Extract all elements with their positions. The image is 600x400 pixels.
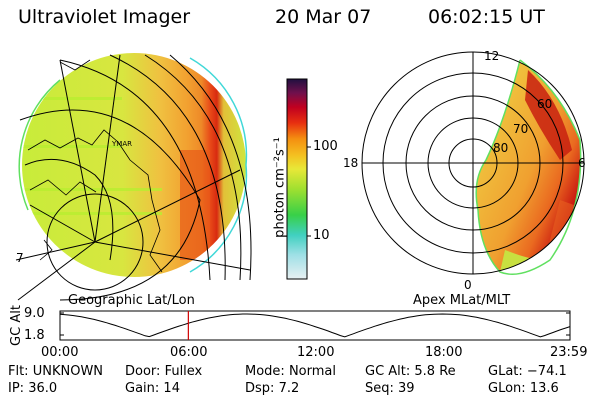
altitude-curve xyxy=(59,313,571,338)
timeline-x-tick-1800: 18:00 xyxy=(425,345,463,360)
time-label: 06:02:15 UT xyxy=(428,6,545,28)
info-glat: GLat: −74.1 xyxy=(488,364,567,379)
mlat-60-label: 60 xyxy=(537,97,552,111)
info-ip-label: IP: xyxy=(8,381,25,396)
info-glat-value: −74.1 xyxy=(526,364,567,379)
info-flt-label: Flt: xyxy=(8,364,29,379)
date-label: 20 Mar 07 xyxy=(275,6,372,28)
info-glon-value: 13.6 xyxy=(529,381,559,396)
timeline-y-tick-high: 9.0 xyxy=(24,306,45,321)
info-mode-value: Normal xyxy=(288,364,336,379)
info-gain: Gain: 14 xyxy=(125,381,180,396)
timeline-x-tick-1200: 12:00 xyxy=(297,345,335,360)
info-ip: IP: 36.0 xyxy=(8,381,57,396)
right-panel-caption: Apex MLat/MLT xyxy=(413,293,511,308)
colorbar-unit-label: photon cm⁻²s⁻¹ xyxy=(272,137,288,238)
info-seq: Seq: 39 xyxy=(365,381,415,396)
mlat-80-label: 80 xyxy=(493,141,508,155)
info-glon: GLon: 13.6 xyxy=(488,381,559,396)
mlt-6-label: 6 xyxy=(578,156,586,170)
info-flt-value: UNKNOWN xyxy=(32,364,104,379)
altitude-plot-frame xyxy=(59,310,571,341)
info-ip-value: 36.0 xyxy=(28,381,58,396)
info-gcalt-value: 5.8 Re xyxy=(414,364,456,379)
info-mode-label: Mode: xyxy=(245,364,285,379)
colorbar-tick-100: 100 xyxy=(313,139,338,154)
info-seq-label: Seq: xyxy=(365,381,394,396)
info-gain-label: Gain: xyxy=(125,381,160,396)
timeline-y-tick-low: 1.8 xyxy=(24,328,45,343)
info-dsp-label: Dsp: xyxy=(245,381,275,396)
app-title: Ultraviolet Imager xyxy=(18,6,191,28)
left-panel-caption: Geographic Lat/Lon xyxy=(68,293,195,308)
map-edge-label: 7 xyxy=(16,251,24,265)
timeline-x-tick-2359: 23:59 xyxy=(550,345,588,360)
timeline-x-tick-0000: 00:00 xyxy=(41,345,79,360)
colorbar-tick-10: 10 xyxy=(313,228,330,243)
info-seq-value: 39 xyxy=(398,381,415,396)
info-dsp-value: 7.2 xyxy=(278,381,300,396)
info-flt: Flt: UNKNOWN xyxy=(8,364,103,379)
info-door: Door: Fullex xyxy=(125,364,202,379)
mlt-18-label: 18 xyxy=(343,156,358,170)
info-gain-value: 14 xyxy=(163,381,180,396)
timeline-axis-label: GC Alt xyxy=(8,305,24,346)
info-glon-label: GLon: xyxy=(488,381,526,396)
info-door-value: Fullex xyxy=(164,364,203,379)
info-gcalt: GC Alt: 5.8 Re xyxy=(365,364,456,379)
info-dsp: Dsp: 7.2 xyxy=(245,381,299,396)
info-mode: Mode: Normal xyxy=(245,364,336,379)
mlt-0-label: 0 xyxy=(464,278,472,292)
map-region-label: YMAR xyxy=(111,140,132,148)
timeline-x-tick-0600: 06:00 xyxy=(170,345,208,360)
mlt-12-label: 12 xyxy=(484,49,499,63)
info-glat-label: GLat: xyxy=(488,364,523,379)
mlat-70-label: 70 xyxy=(513,122,528,136)
colorbar xyxy=(286,78,308,280)
info-door-label: Door: xyxy=(125,364,161,379)
info-gcalt-label: GC Alt: xyxy=(365,364,411,379)
